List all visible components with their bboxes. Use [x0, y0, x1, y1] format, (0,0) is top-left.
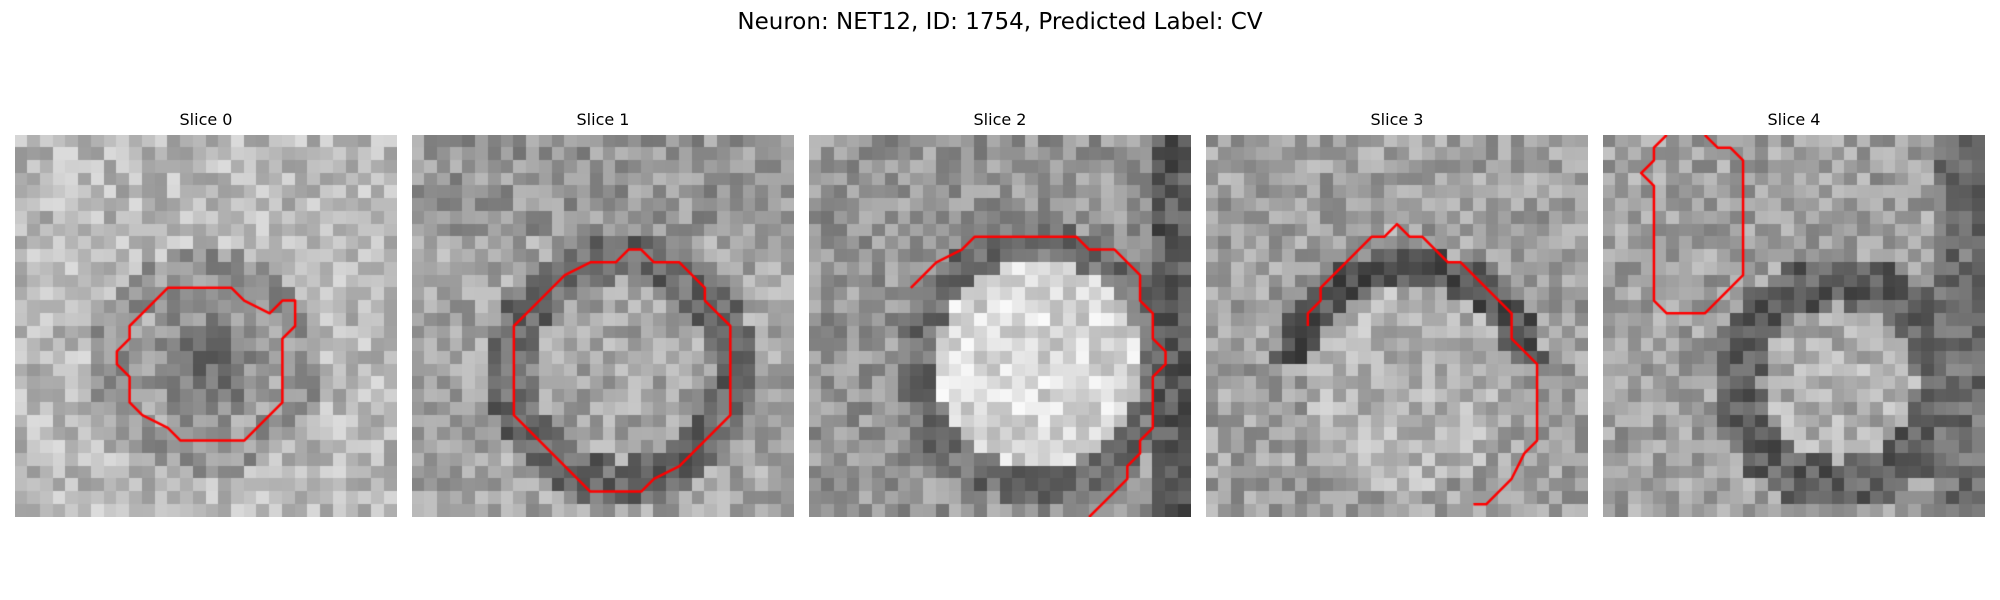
slice-2-image [809, 135, 1191, 517]
slice-4-image [1603, 135, 1985, 517]
panel-title-slice-4: Slice 4 [1767, 110, 1821, 129]
slice-0-image [15, 135, 397, 517]
panel-title-slice-0: Slice 0 [179, 110, 233, 129]
panel-title-slice-1: Slice 1 [576, 110, 630, 129]
slice-1-image [412, 135, 794, 517]
panel-title-slice-3: Slice 3 [1370, 110, 1424, 129]
panel-title-slice-2: Slice 2 [973, 110, 1027, 129]
slice-3-image [1206, 135, 1588, 517]
figure-title: Neuron: NET12, ID: 1754, Predicted Label… [737, 9, 1263, 35]
